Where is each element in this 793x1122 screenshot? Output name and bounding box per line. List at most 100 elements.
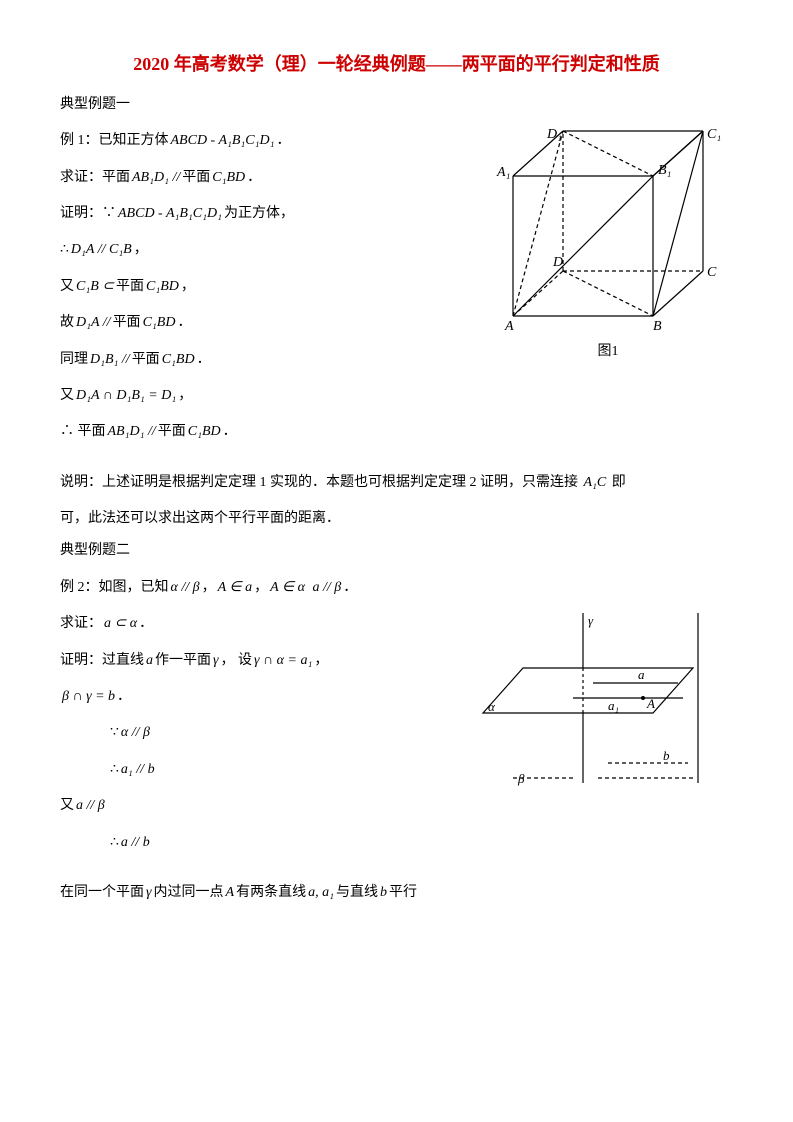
text: 平面 bbox=[116, 276, 144, 298]
math-expr: C₁B ⊂ bbox=[76, 276, 114, 298]
math-expr: D₁A // bbox=[76, 312, 111, 334]
math-expr: α // β bbox=[121, 722, 150, 744]
cube-diagram: A B C D A₁ B₁ C₁ D₁ bbox=[483, 126, 723, 336]
text: ． bbox=[343, 577, 357, 599]
svg-text:B₁: B₁ bbox=[658, 163, 671, 178]
text: 在同一个平面 bbox=[60, 882, 144, 904]
math-expr: C₁BD bbox=[212, 167, 245, 189]
text: 证明：∵ bbox=[60, 203, 116, 225]
example-2-prove: 求证： a ⊂ α ． bbox=[60, 613, 453, 635]
text: ， bbox=[254, 577, 268, 599]
math-expr: γ bbox=[213, 650, 219, 672]
math-expr: C₁BD bbox=[146, 276, 179, 298]
text: 求证： bbox=[60, 613, 102, 635]
proof-line: ∴ D₁A // C₁B ， bbox=[60, 239, 463, 261]
figure-1: A B C D A₁ B₁ C₁ D₁ 图1 bbox=[483, 126, 733, 363]
math-expr: A ∈ a bbox=[218, 577, 253, 599]
text: ∵ bbox=[110, 722, 119, 744]
text: 例 2：如图，已知 bbox=[60, 577, 169, 599]
math-expr: a₁ // b bbox=[121, 759, 155, 781]
example-2-proof-start: 证明：过直线 a 作一平面 γ ， 设 γ ∩ α = a₁ ， bbox=[60, 650, 453, 672]
text: 与直线 bbox=[336, 882, 378, 904]
text: 求证：平面 bbox=[60, 167, 130, 189]
text: ∴ 平面 bbox=[60, 421, 106, 443]
text: ， 设 bbox=[221, 650, 253, 672]
text: 同理 bbox=[60, 349, 88, 371]
text: ， bbox=[134, 239, 148, 261]
text: 例 1：已知正方体 bbox=[60, 130, 169, 152]
text: 又 bbox=[60, 795, 74, 817]
text: 平面 bbox=[158, 421, 186, 443]
proof-line: 故 D₁A // 平面 C₁BD ． bbox=[60, 312, 463, 334]
math-expr: a bbox=[146, 650, 153, 672]
text: 有两条直线 bbox=[236, 882, 306, 904]
svg-text:C: C bbox=[707, 265, 717, 280]
svg-text:A₁: A₁ bbox=[496, 165, 510, 180]
text: 平面 bbox=[113, 312, 141, 334]
svg-text:D: D bbox=[552, 255, 563, 270]
text: 内过同一点 bbox=[154, 882, 224, 904]
proof-line: ∴ a // b bbox=[110, 832, 733, 854]
text: ． bbox=[177, 312, 191, 334]
example-2-statement: 例 2：如图，已知 α // β ， A ∈ a ， A ∈ α a // β … bbox=[60, 577, 453, 599]
math-expr: γ bbox=[146, 882, 152, 904]
proof-line: ∴ a₁ // b bbox=[110, 759, 453, 781]
text: 证明：过直线 bbox=[60, 650, 144, 672]
text: 又 bbox=[60, 385, 74, 407]
planes-diagram: γ α β a a₁ b A bbox=[473, 603, 733, 803]
math-expr: C₁BD bbox=[143, 312, 176, 334]
text: ． bbox=[247, 167, 261, 189]
example-1-prove: 求证：平面 AB₁D₁ // 平面 C₁BD ． bbox=[60, 167, 463, 189]
svg-text:α: α bbox=[488, 699, 496, 714]
math-expr: A₁C bbox=[584, 475, 607, 490]
text: ． bbox=[197, 349, 211, 371]
text: 平面 bbox=[182, 167, 210, 189]
text: ． bbox=[223, 421, 237, 443]
svg-text:A: A bbox=[646, 696, 655, 711]
proof-line: 同理 D₁B₁ // 平面 C₁BD ． bbox=[60, 349, 463, 371]
math-expr: b bbox=[380, 882, 387, 904]
math-expr: A bbox=[226, 882, 235, 904]
text: ， bbox=[202, 577, 216, 599]
text: ， bbox=[181, 276, 195, 298]
figure-2: γ α β a a₁ b A bbox=[473, 603, 733, 803]
math-expr: C₁BD bbox=[162, 349, 195, 371]
svg-text:C₁: C₁ bbox=[707, 127, 721, 142]
math-expr: a // β bbox=[76, 795, 105, 817]
example-1-note-2: 可，此法还可以求出这两个平行平面的距离． bbox=[60, 508, 733, 530]
math-expr: a ⊂ α bbox=[104, 613, 137, 635]
proof-line: 又 D₁A ∩ D₁B₁ = D₁ ， bbox=[60, 385, 733, 407]
text: 说明：上述证明是根据判定定理 1 实现的．本题也可根据判定定理 2 证明，只需连… bbox=[60, 475, 578, 490]
proof-line: 又 a // β bbox=[60, 795, 453, 817]
math-expr: AB₁D₁ // bbox=[132, 167, 180, 189]
proof-line: β ∩ γ = b ． bbox=[60, 686, 453, 708]
math-expr: C₁BD bbox=[188, 421, 221, 443]
text: ， bbox=[178, 385, 192, 407]
svg-text:B: B bbox=[653, 319, 662, 334]
math-expr: D₁A // C₁B bbox=[71, 239, 132, 261]
text: 即 bbox=[612, 475, 626, 490]
math-expr: ABCD - A₁B₁C₁D₁ bbox=[171, 130, 275, 152]
text: ∴ bbox=[110, 832, 119, 854]
math-expr: D₁B₁ // bbox=[90, 349, 130, 371]
proof-line: 又 C₁B ⊂ 平面 C₁BD ， bbox=[60, 276, 463, 298]
math-expr: α // β bbox=[171, 577, 200, 599]
math-expr: AB₁D₁ // bbox=[108, 421, 156, 443]
svg-text:β: β bbox=[517, 771, 525, 786]
math-expr: A ∈ α bbox=[270, 577, 305, 599]
svg-text:D₁: D₁ bbox=[546, 127, 562, 142]
page-title: 2020 年高考数学（理）一轮经典例题——两平面的平行判定和性质 bbox=[60, 50, 733, 79]
text: ∴ bbox=[110, 759, 119, 781]
text: 作一平面 bbox=[155, 650, 211, 672]
text: 又 bbox=[60, 276, 74, 298]
math-expr: γ ∩ α = a₁ bbox=[254, 650, 312, 672]
math-expr: a // β bbox=[312, 577, 341, 599]
text: 故 bbox=[60, 312, 74, 334]
svg-text:a₁: a₁ bbox=[608, 698, 619, 713]
math-expr: a, a₁ bbox=[308, 882, 334, 904]
text: ∴ bbox=[60, 239, 69, 261]
example-2-final: 在同一个平面 γ 内过同一点 A 有两条直线 a, a₁ 与直线 b 平行 bbox=[60, 882, 733, 904]
svg-text:A: A bbox=[504, 319, 514, 334]
text: ． bbox=[139, 613, 153, 635]
math-expr: ABCD - A₁B₁C₁D₁ bbox=[118, 203, 222, 225]
